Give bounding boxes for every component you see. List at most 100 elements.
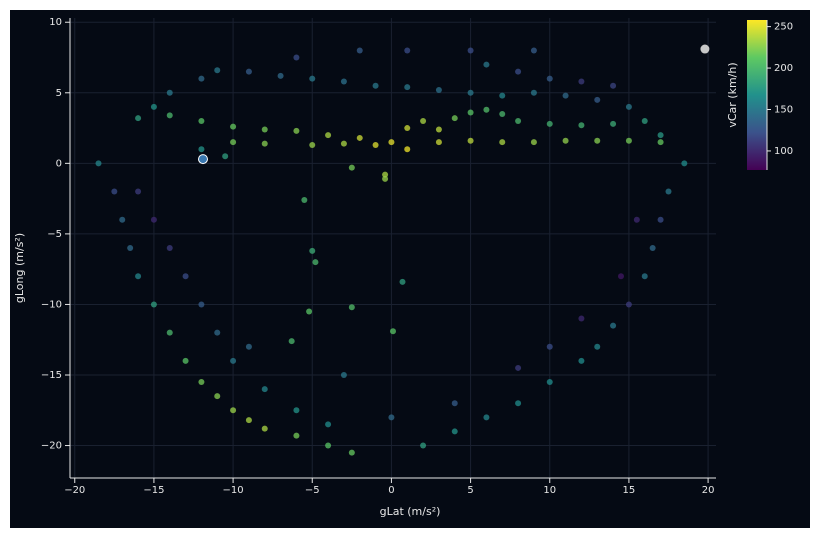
y-axis-title: gLong (m/s²) bbox=[13, 233, 26, 303]
point bbox=[420, 442, 427, 449]
point bbox=[150, 216, 157, 223]
point bbox=[610, 82, 617, 89]
point bbox=[578, 122, 585, 129]
point bbox=[127, 245, 134, 251]
point bbox=[435, 139, 442, 146]
point bbox=[166, 329, 173, 336]
point bbox=[657, 139, 664, 146]
point bbox=[499, 139, 506, 146]
point bbox=[657, 216, 664, 223]
point bbox=[214, 329, 221, 336]
point bbox=[166, 245, 173, 251]
point bbox=[230, 407, 237, 414]
point bbox=[150, 301, 157, 308]
point bbox=[594, 137, 601, 144]
point bbox=[641, 273, 648, 280]
point bbox=[467, 109, 474, 116]
point bbox=[546, 120, 553, 127]
point bbox=[309, 141, 316, 148]
x-tick-label: 5 bbox=[467, 485, 473, 496]
point bbox=[594, 96, 601, 103]
point bbox=[261, 126, 268, 133]
point bbox=[111, 188, 118, 195]
point bbox=[435, 86, 442, 93]
point bbox=[348, 304, 355, 311]
point bbox=[515, 364, 522, 371]
x-tick-label: 15 bbox=[623, 485, 636, 496]
point bbox=[625, 103, 632, 110]
point bbox=[404, 125, 411, 132]
point bbox=[530, 47, 537, 54]
y-tick-label: −10 bbox=[41, 299, 62, 310]
point bbox=[245, 417, 252, 424]
point bbox=[135, 115, 142, 122]
point bbox=[293, 54, 300, 61]
point bbox=[301, 197, 308, 204]
point bbox=[135, 188, 142, 195]
point bbox=[166, 89, 173, 96]
point bbox=[578, 78, 585, 85]
point bbox=[467, 137, 474, 144]
point bbox=[325, 132, 332, 139]
highlight-point bbox=[700, 44, 710, 54]
point bbox=[356, 47, 363, 54]
point bbox=[382, 175, 389, 182]
point bbox=[312, 259, 319, 266]
point bbox=[404, 47, 411, 54]
point bbox=[340, 371, 347, 378]
point bbox=[665, 188, 672, 195]
point bbox=[562, 137, 569, 144]
colorbar-tick-label: 100 bbox=[774, 146, 793, 157]
point bbox=[420, 118, 427, 125]
point bbox=[649, 245, 656, 251]
point bbox=[633, 216, 640, 223]
x-tick-label: −15 bbox=[143, 485, 164, 496]
point bbox=[261, 425, 268, 432]
point bbox=[356, 134, 363, 141]
colorbar-tick-label: 200 bbox=[774, 63, 793, 74]
point bbox=[451, 115, 458, 122]
point bbox=[198, 75, 205, 82]
colorbar-tick-label: 250 bbox=[774, 22, 793, 33]
point bbox=[166, 112, 173, 119]
point bbox=[309, 247, 316, 254]
point bbox=[340, 140, 347, 147]
point bbox=[306, 308, 313, 315]
point bbox=[530, 89, 537, 96]
point bbox=[390, 328, 396, 335]
x-tick-label: −10 bbox=[223, 485, 244, 496]
point bbox=[562, 92, 569, 99]
colorbar-title: vCar (km/h) bbox=[726, 62, 739, 127]
point bbox=[293, 432, 300, 439]
point bbox=[515, 118, 522, 125]
x-axis-title: gLat (m/s²) bbox=[380, 505, 441, 518]
background bbox=[10, 10, 810, 528]
y-tick-label: −20 bbox=[41, 441, 62, 452]
point bbox=[467, 47, 474, 54]
point bbox=[404, 146, 411, 153]
x-tick-label: 0 bbox=[388, 485, 394, 496]
point bbox=[546, 343, 553, 350]
point bbox=[625, 301, 632, 308]
point bbox=[451, 428, 458, 435]
point bbox=[182, 273, 189, 280]
point bbox=[325, 421, 332, 428]
highlight-point bbox=[198, 154, 208, 165]
point bbox=[245, 68, 252, 75]
point bbox=[483, 61, 490, 68]
point bbox=[546, 379, 553, 386]
point bbox=[150, 103, 157, 110]
point bbox=[515, 68, 522, 75]
point bbox=[681, 160, 688, 167]
point bbox=[214, 67, 221, 74]
point bbox=[222, 153, 229, 160]
point bbox=[610, 322, 617, 329]
point bbox=[610, 120, 617, 127]
point bbox=[578, 315, 585, 322]
point bbox=[499, 110, 506, 117]
point bbox=[483, 414, 490, 421]
point bbox=[388, 139, 395, 146]
point bbox=[348, 164, 355, 171]
point bbox=[309, 75, 316, 82]
point bbox=[382, 171, 389, 178]
